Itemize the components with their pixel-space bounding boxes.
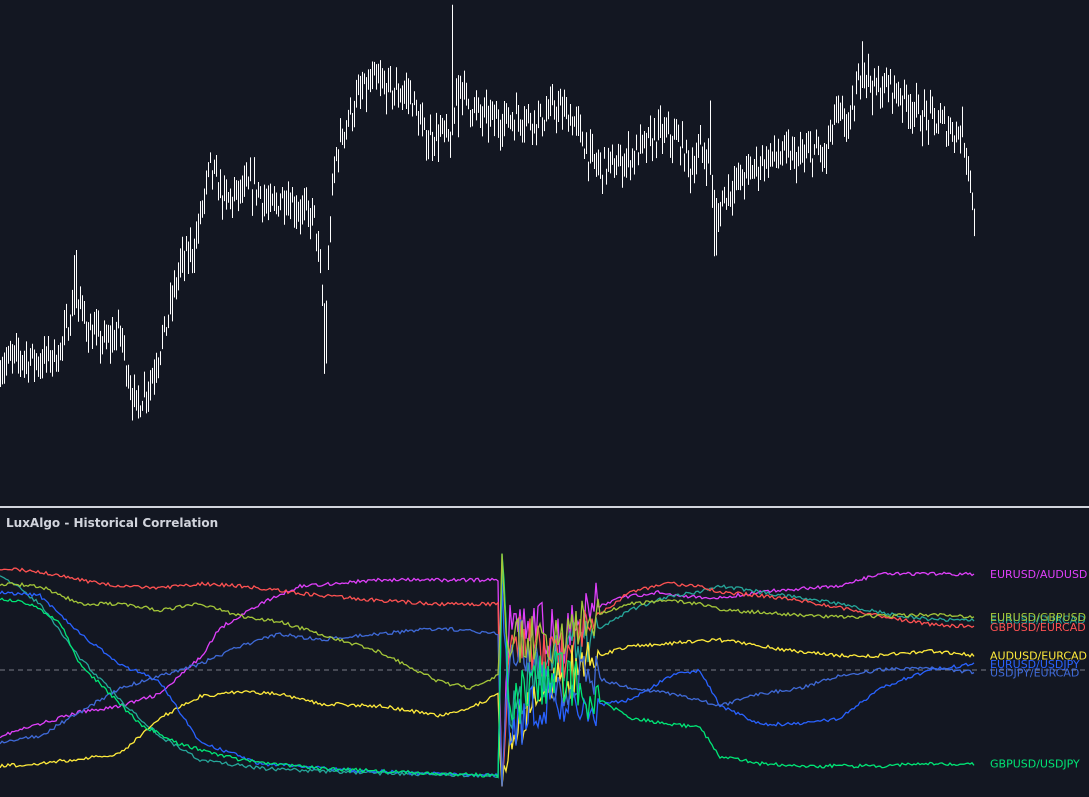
series-line-usdjpy-eurcad — [0, 618, 975, 787]
pair-label-eurusd-usdjpy: EURUSD/USDJPY — [990, 658, 1080, 671]
pair-label-eurusd-audusd: EURUSD/AUDUSD — [990, 568, 1087, 581]
pair-label-audusd-eurcad: AUDUSD/EURCAD — [990, 650, 1087, 663]
series-line-gbpusd-eurcad — [0, 567, 975, 787]
series-line-eurusd-eurcad — [0, 568, 975, 778]
indicator-title: LuxAlgo - Historical Correlation — [6, 516, 219, 530]
series-line-gbpusd-usdjpy — [0, 553, 975, 779]
pair-label-gbpusd-usdjpy: GBPUSD/USDJPY — [990, 758, 1080, 771]
pane-divider[interactable] — [0, 506, 1089, 508]
series-line-eurusd-audusd — [0, 571, 975, 782]
pair-label-eurusd-eurcad: EURUSD/EURCAD — [990, 614, 1086, 627]
series-line-eurusd-usdjpy — [0, 582, 975, 778]
pair-label-gbpusd-eurcad: GBPUSD/EURCAD — [990, 621, 1086, 634]
series-line-audusd-eurcad — [0, 637, 975, 787]
pair-label-eurusd-gbpusd: EURUSD/GBPUSD — [990, 611, 1086, 624]
series-line-eurusd-gbpusd — [0, 553, 975, 690]
price-chart[interactable] — [0, 0, 1089, 506]
candles — [0, 4, 975, 421]
pair-label-usdjpy-eurcad: USDJPY/EURCAD — [990, 666, 1079, 679]
